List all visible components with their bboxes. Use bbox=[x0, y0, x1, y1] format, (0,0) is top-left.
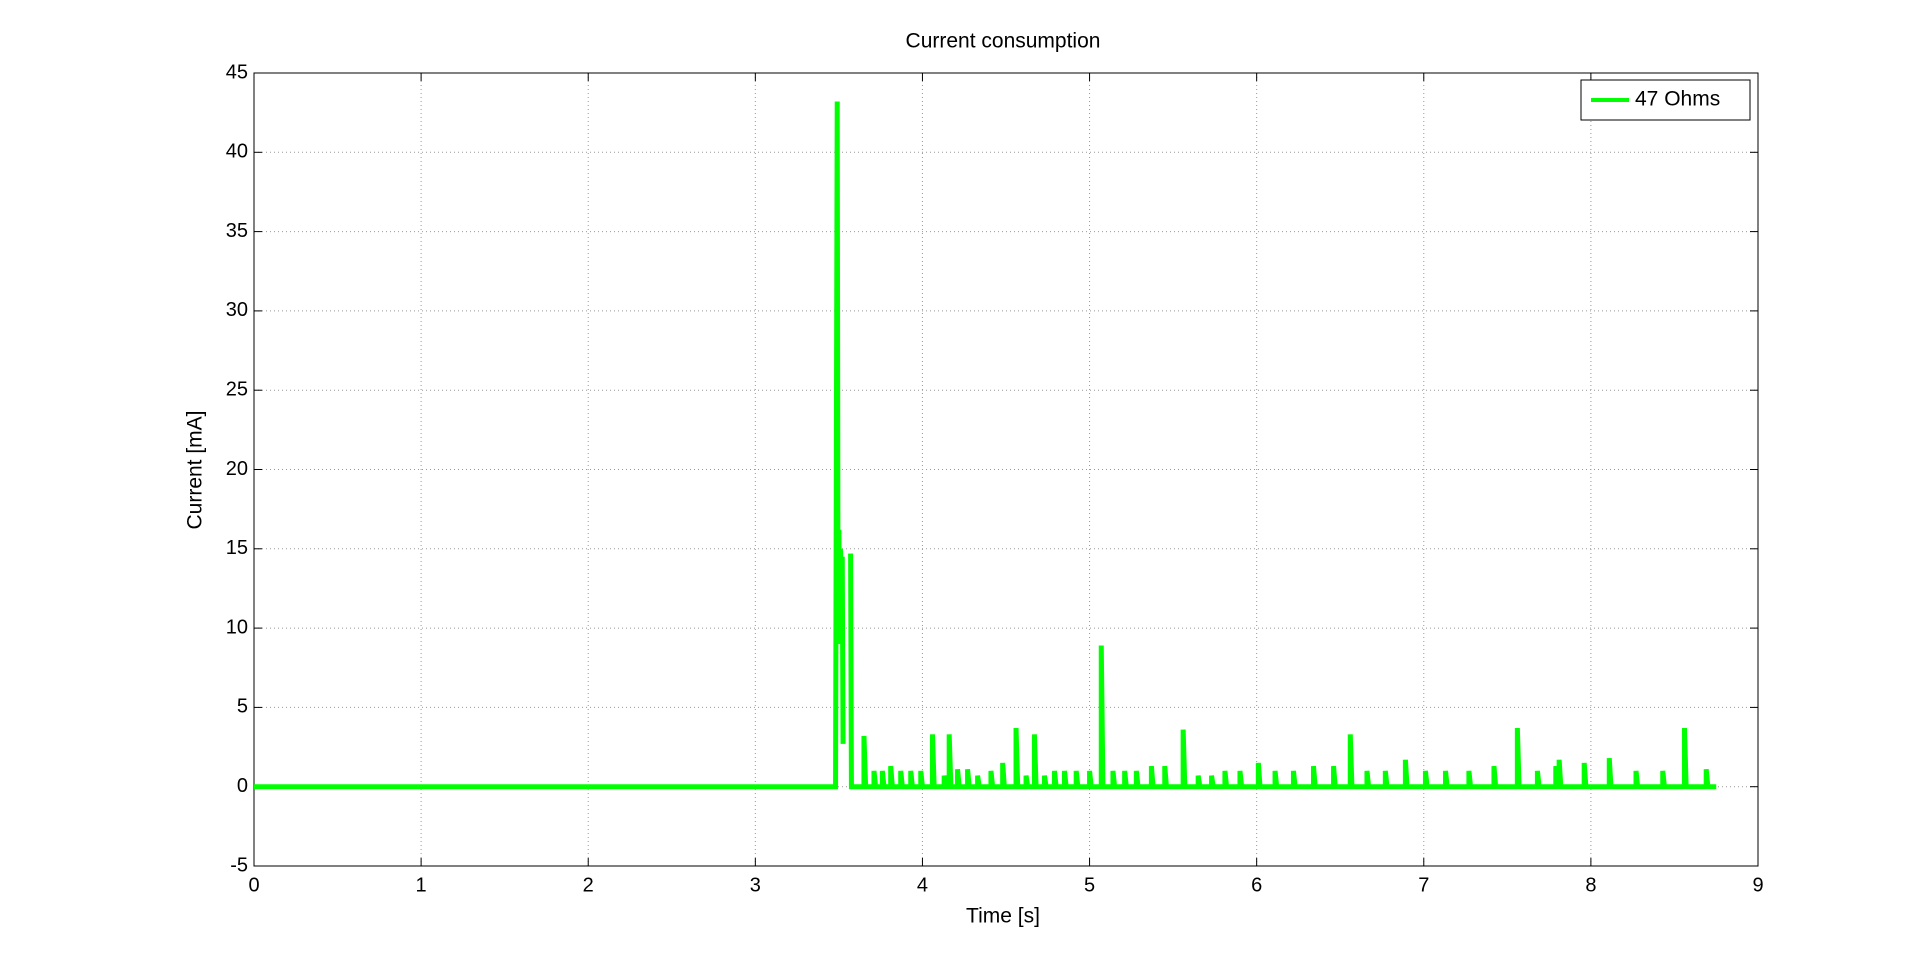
plot-frame bbox=[253, 72, 1759, 867]
x-tick-label: 5 bbox=[1084, 874, 1095, 896]
x-tick-label: 3 bbox=[750, 874, 761, 896]
x-tick-label: 7 bbox=[1418, 874, 1429, 896]
x-tick-label: 2 bbox=[583, 874, 594, 896]
y-tick-label: -5 bbox=[230, 854, 248, 876]
x-tick-label: 4 bbox=[917, 874, 928, 896]
x-tick-label: 1 bbox=[416, 874, 427, 896]
y-tick-label: 10 bbox=[226, 616, 248, 638]
legend-label: 47 Ohms bbox=[1635, 88, 1720, 111]
y-tick-label: 30 bbox=[226, 299, 248, 321]
y-tick-label: 0 bbox=[237, 775, 248, 797]
x-tick-label: 9 bbox=[1752, 874, 1763, 896]
x-tick-label: 8 bbox=[1585, 874, 1596, 896]
y-tick-label: 20 bbox=[226, 458, 248, 480]
y-tick-label: 35 bbox=[226, 220, 248, 242]
y-tick-label: 25 bbox=[226, 378, 248, 400]
x-axis-label: Time [s] bbox=[966, 905, 1040, 928]
x-tick-label: 0 bbox=[248, 874, 259, 896]
y-axis-label: Current [mA] bbox=[184, 410, 207, 529]
y-tick-label: 45 bbox=[226, 61, 248, 83]
y-tick-label: 5 bbox=[237, 696, 248, 718]
x-tick-label: 6 bbox=[1251, 874, 1262, 896]
y-tick-label: 15 bbox=[226, 537, 248, 559]
data-line bbox=[254, 101, 1717, 790]
y-tick-label: 40 bbox=[226, 141, 248, 163]
chart-title: Current consumption bbox=[906, 30, 1101, 53]
